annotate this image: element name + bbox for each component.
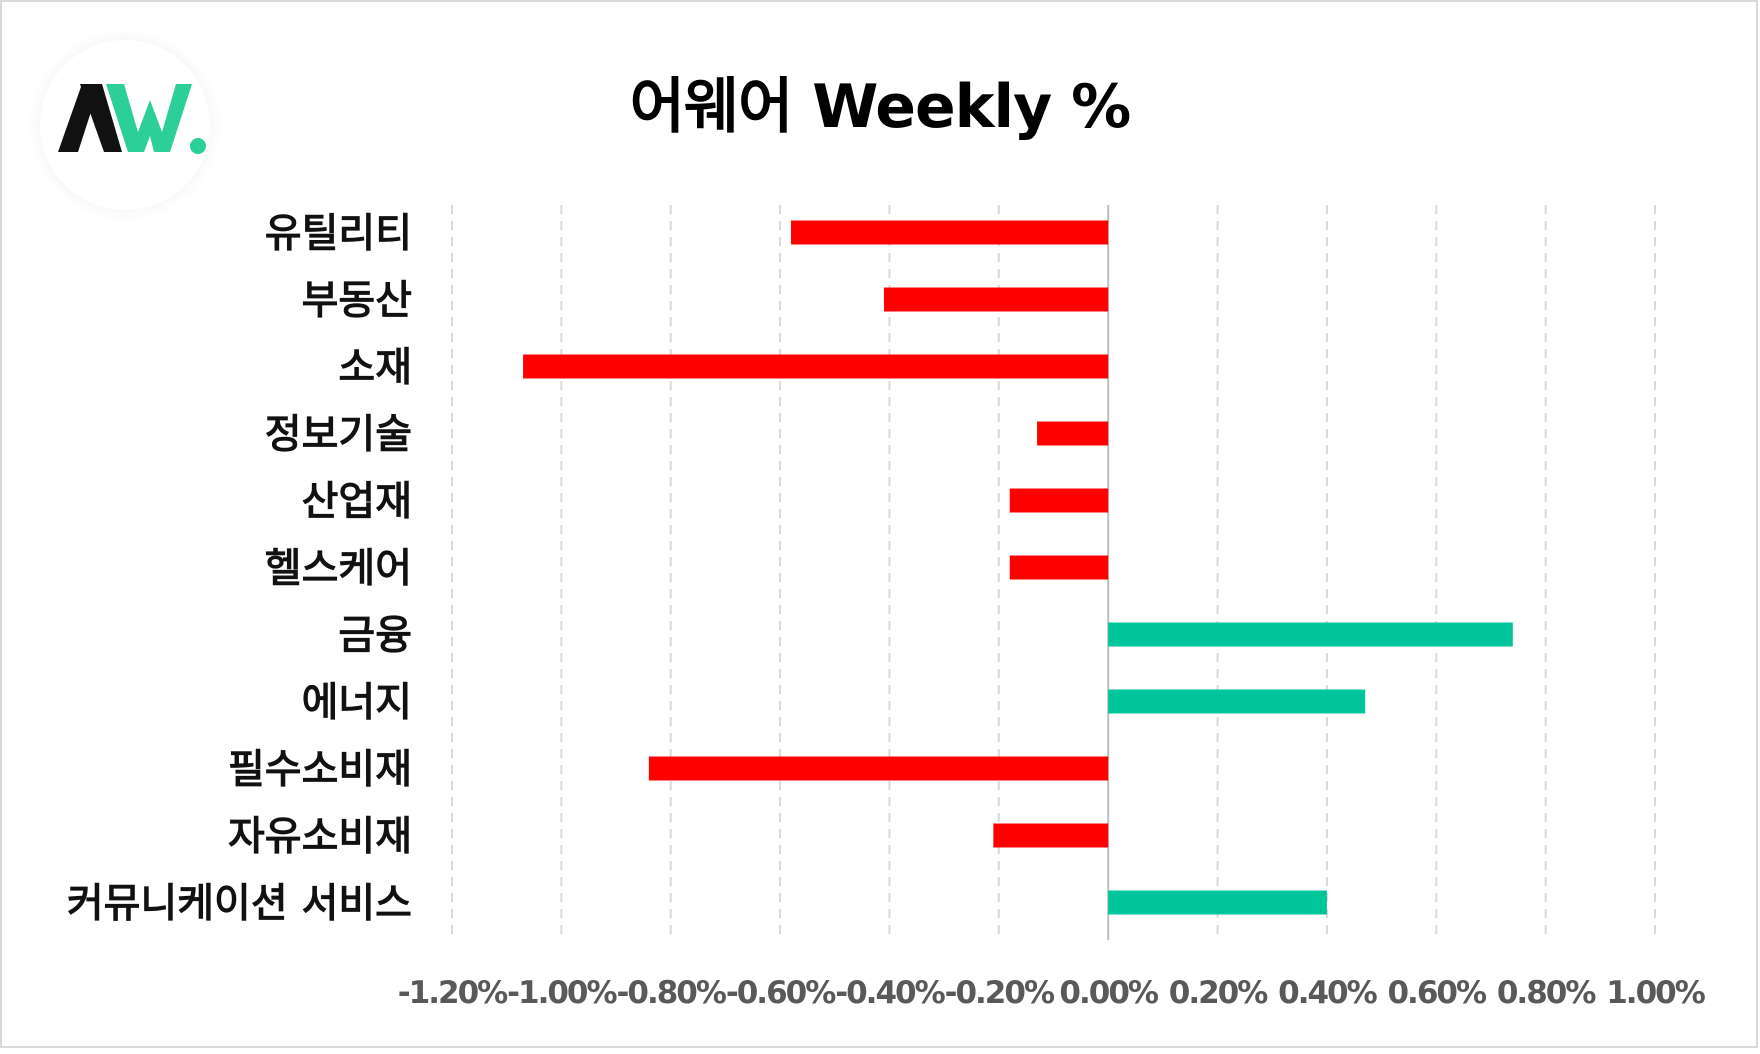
bar — [1009, 488, 1109, 513]
x-tick-label: 0.40% — [1278, 975, 1377, 1011]
x-tick-label: 1.00% — [1606, 975, 1705, 1011]
category-label: 금융 — [338, 613, 412, 659]
x-tick-label: 0.20% — [1169, 975, 1268, 1011]
x-tick-label: -0.80% — [617, 975, 727, 1011]
category-label: 커뮤니케이션 서비스 — [67, 881, 412, 927]
x-tick-label: -0.20% — [945, 975, 1055, 1011]
category-label: 자유소비재 — [228, 814, 412, 860]
category-label: 소재 — [338, 345, 412, 391]
bar — [1009, 555, 1109, 580]
bar — [993, 823, 1109, 848]
category-label: 산업재 — [302, 479, 412, 525]
bar — [791, 220, 1109, 245]
bar — [883, 287, 1109, 312]
bar — [1108, 622, 1513, 647]
x-tick-label: -1.00% — [507, 975, 617, 1011]
bar — [1108, 689, 1366, 714]
category-label: 헬스케어 — [265, 546, 412, 592]
x-tick-label: -1.20% — [398, 975, 508, 1011]
x-tick-label: -0.60% — [726, 975, 836, 1011]
x-tick-label: 0.00% — [1059, 975, 1158, 1011]
category-label: 정보기술 — [265, 412, 412, 458]
category-label: 부동산 — [302, 278, 413, 324]
category-label: 필수소비재 — [228, 747, 412, 793]
bar — [648, 756, 1109, 781]
bar — [523, 354, 1109, 379]
bar — [1037, 421, 1109, 446]
category-label: 유틸리티 — [265, 211, 412, 257]
x-tick-label: -0.40% — [835, 975, 945, 1011]
x-tick-label: 0.60% — [1387, 975, 1486, 1011]
aw-logo-icon — [40, 40, 210, 210]
category-label: 에너지 — [302, 680, 412, 726]
bar — [1108, 890, 1327, 915]
x-tick-label: 0.80% — [1497, 975, 1596, 1011]
chart-title: 어웨어 Weekly % — [629, 72, 1132, 142]
